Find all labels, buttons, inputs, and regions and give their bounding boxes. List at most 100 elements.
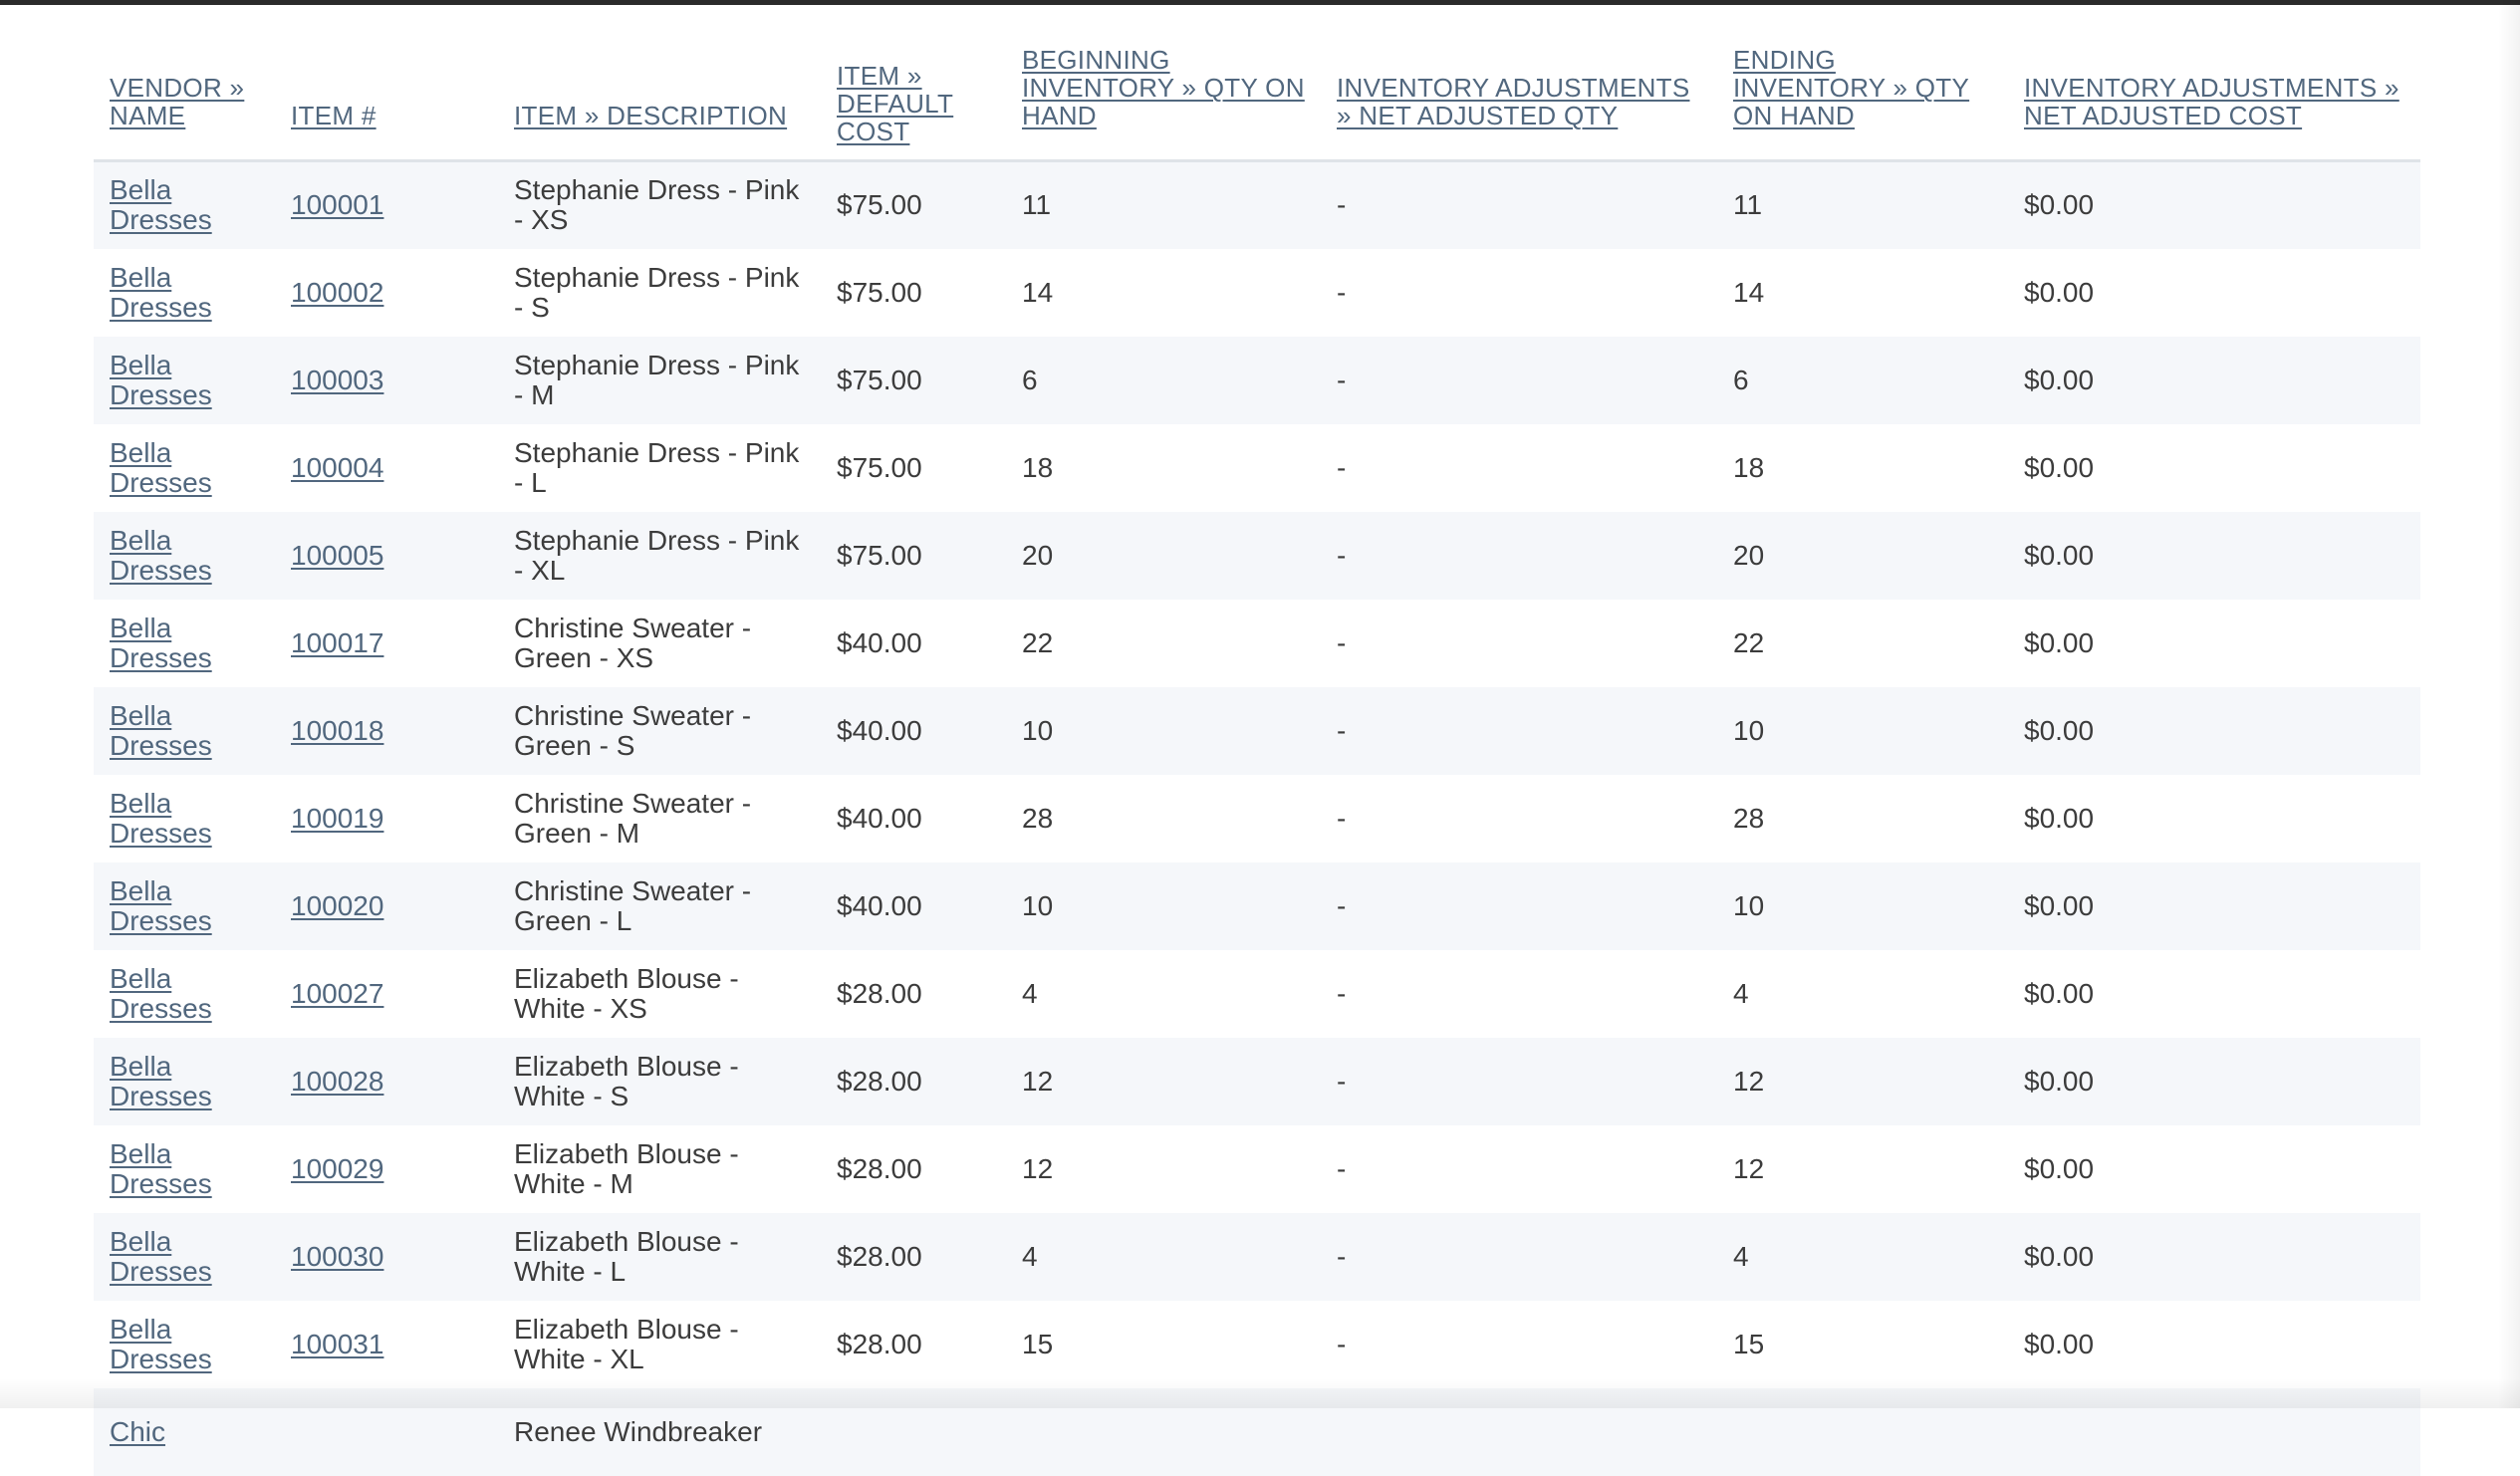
item-number-link[interactable]: 100029	[291, 1152, 384, 1184]
ending-qty-cell: 18	[1717, 423, 2008, 512]
sort-link-default-cost[interactable]: ITEM » DEFAULT COST	[837, 61, 954, 146]
item-number-cell: 100017	[275, 599, 498, 687]
net-adjusted-qty-cell: -	[1321, 861, 1717, 950]
vendor-link[interactable]: Bella Dresses	[110, 349, 212, 410]
table-row: Bella Dresses 100029 Elizabeth Blouse - Wh…	[94, 1124, 2420, 1213]
item-number-link[interactable]: 100028	[291, 1065, 384, 1097]
ending-qty-cell: 22	[1717, 599, 2008, 687]
table-row: Bella Dresses 100031 Elizabeth Blouse - Wh…	[94, 1300, 2420, 1388]
vendor-link[interactable]: Bella Dresses	[110, 699, 212, 761]
vendor-name-cell: Bella Dresses	[94, 1300, 275, 1388]
net-adjusted-qty-cell	[1321, 1387, 1717, 1476]
net-adjusted-cost-cell: $0.00	[2008, 949, 2420, 1038]
item-number-link[interactable]: 100001	[291, 189, 384, 221]
item-number-link[interactable]: 100005	[291, 539, 384, 571]
vendor-name-cell: Bella Dresses	[94, 1124, 275, 1213]
table-row: Bella Dresses 100005 Stephanie Dress - Pin…	[94, 511, 2420, 600]
vendor-link[interactable]: Bella Dresses	[110, 1225, 212, 1287]
default-cost-cell: $28.00	[821, 1212, 1006, 1301]
vendor-name-cell: Bella Dresses	[94, 248, 275, 337]
net-adjusted-cost-cell: $0.00	[2008, 423, 2420, 512]
vendor-link[interactable]: Bella Dresses	[110, 524, 212, 586]
item-number-link[interactable]: 100019	[291, 802, 384, 834]
sort-link-net-adjusted-qty[interactable]: INVENTORY ADJUSTMENTS » NET ADJUSTED QTY	[1337, 73, 1690, 130]
beginning-qty-cell: 12	[1006, 1037, 1321, 1125]
ending-qty-cell: 4	[1717, 1212, 2008, 1301]
vendor-link[interactable]: Bella Dresses	[110, 436, 212, 498]
item-number-link[interactable]: 100018	[291, 714, 384, 746]
beginning-qty-cell: 6	[1006, 336, 1321, 424]
net-adjusted-qty-cell: -	[1321, 1212, 1717, 1301]
item-number-cell: 100003	[275, 336, 498, 424]
beginning-qty-cell: 18	[1006, 423, 1321, 512]
item-number-link[interactable]: 100017	[291, 626, 384, 658]
item-description-cell: Elizabeth Blouse - White - XS	[498, 949, 821, 1038]
item-number-link[interactable]: 100004	[291, 451, 384, 483]
item-description-cell: Christine Sweater - Green - XS	[498, 599, 821, 687]
vendor-link[interactable]: Bella Dresses	[110, 962, 212, 1024]
sort-link-item-description[interactable]: ITEM » DESCRIPTION	[514, 101, 788, 130]
item-description-cell: Stephanie Dress - Pink - XS	[498, 160, 821, 249]
vendor-link[interactable]: Bella Dresses	[110, 174, 212, 236]
net-adjusted-qty-cell: -	[1321, 1300, 1717, 1388]
beginning-qty-cell: 14	[1006, 248, 1321, 337]
item-description-cell: Stephanie Dress - Pink - S	[498, 248, 821, 337]
ending-qty-cell: 10	[1717, 686, 2008, 775]
sort-link-beginning-qty[interactable]: BEGINNING INVENTORY » QTY ON HAND	[1022, 45, 1305, 130]
sort-link-vendor-name[interactable]: VENDOR » NAME	[110, 73, 245, 130]
default-cost-cell: $75.00	[821, 511, 1006, 600]
item-number-cell: 100004	[275, 423, 498, 512]
item-number-cell	[275, 1387, 498, 1476]
item-number-cell: 100020	[275, 861, 498, 950]
default-cost-cell: $75.00	[821, 248, 1006, 337]
net-adjusted-cost-cell: $0.00	[2008, 1300, 2420, 1388]
item-number-link[interactable]: 100031	[291, 1328, 384, 1359]
vendor-name-cell: Bella Dresses	[94, 949, 275, 1038]
default-cost-cell: $28.00	[821, 1037, 1006, 1125]
vendor-link[interactable]: Bella Dresses	[110, 612, 212, 673]
beginning-qty-cell: 22	[1006, 599, 1321, 687]
sort-link-item-number[interactable]: ITEM #	[291, 101, 377, 130]
default-cost-cell: $40.00	[821, 686, 1006, 775]
net-adjusted-cost-cell: $0.00	[2008, 1212, 2420, 1301]
net-adjusted-cost-cell: $0.00	[2008, 1124, 2420, 1213]
net-adjusted-cost-cell: $0.00	[2008, 686, 2420, 775]
beginning-qty-cell	[1006, 1387, 1321, 1476]
vendor-link[interactable]: Bella Dresses	[110, 874, 212, 936]
net-adjusted-qty-cell: -	[1321, 160, 1717, 249]
item-description-cell: Christine Sweater - Green - M	[498, 774, 821, 862]
vendor-link[interactable]: Bella Dresses	[110, 261, 212, 323]
table-row: Bella Dresses 100003 Stephanie Dress - Pin…	[94, 336, 2420, 424]
item-number-cell: 100029	[275, 1124, 498, 1213]
table-row: Bella Dresses 100028 Elizabeth Blouse - Wh…	[94, 1037, 2420, 1125]
table-row: Bella Dresses 100017 Christine Sweater - G…	[94, 599, 2420, 687]
vendor-name-cell: Bella Dresses	[94, 511, 275, 600]
table-row: Bella Dresses 100027 Elizabeth Blouse - Wh…	[94, 949, 2420, 1038]
table-body: Bella Dresses 100001 Stephanie Dress - Pin…	[94, 160, 2420, 1476]
item-number-cell: 100001	[275, 160, 498, 249]
table-row: Bella Dresses 100018 Christine Sweater - G…	[94, 686, 2420, 775]
vendor-link[interactable]: Bella Dresses	[110, 787, 212, 849]
item-number-link[interactable]: 100020	[291, 889, 384, 921]
item-number-cell: 100031	[275, 1300, 498, 1388]
net-adjusted-qty-cell: -	[1321, 336, 1717, 424]
item-number-cell: 100028	[275, 1037, 498, 1125]
item-number-link[interactable]: 100003	[291, 364, 384, 395]
ending-qty-cell: 12	[1717, 1037, 2008, 1125]
vendor-link[interactable]: Chic	[110, 1415, 166, 1447]
item-number-link[interactable]: 100027	[291, 977, 384, 1009]
net-adjusted-cost-cell	[2008, 1387, 2420, 1476]
vendor-link[interactable]: Bella Dresses	[110, 1137, 212, 1199]
vendor-link[interactable]: Bella Dresses	[110, 1050, 212, 1111]
net-adjusted-qty-cell: -	[1321, 774, 1717, 862]
ending-qty-cell: 11	[1717, 160, 2008, 249]
sort-link-net-adjusted-cost[interactable]: INVENTORY ADJUSTMENTS » NET ADJUSTED COS…	[2024, 73, 2399, 130]
item-number-link[interactable]: 100002	[291, 276, 384, 308]
vendor-link[interactable]: Bella Dresses	[110, 1313, 212, 1374]
inventory-report: VENDOR » NAME ITEM # ITEM » DESCRIPTION …	[94, 46, 2420, 1476]
column-header-beginning-qty: BEGINNING INVENTORY » QTY ON HAND	[1006, 45, 1321, 162]
item-number-link[interactable]: 100030	[291, 1240, 384, 1272]
sort-link-ending-qty[interactable]: ENDING INVENTORY » QTY ON HAND	[1733, 45, 1970, 130]
ending-qty-cell: 20	[1717, 511, 2008, 600]
table-row: Chic Renee Windbreaker	[94, 1387, 2420, 1476]
